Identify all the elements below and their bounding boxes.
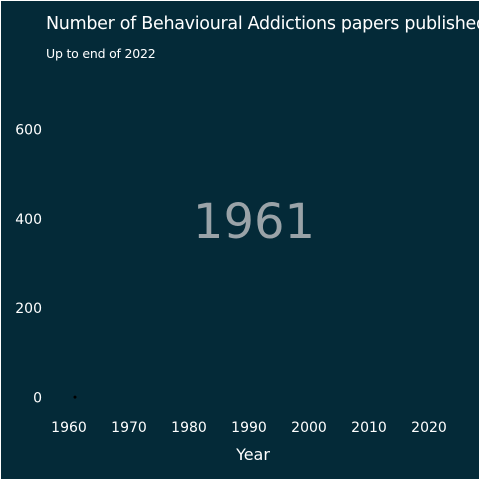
y-tick-label: 400	[15, 212, 42, 228]
y-axis-ticks: 0 200 400 600	[15, 123, 42, 407]
x-tick-label: 1980	[171, 420, 207, 436]
x-axis-label: Year	[235, 445, 270, 464]
y-tick-label: 200	[15, 301, 42, 317]
x-axis-ticks: 1960 1970 1980 1990 2000 2010 2020	[51, 420, 447, 436]
y-tick-label: 0	[33, 391, 42, 407]
x-tick-label: 1990	[231, 420, 267, 436]
x-tick-label: 2000	[291, 420, 327, 436]
data-point	[73, 395, 77, 399]
chart-title: Number of Behavioural Addictions papers …	[46, 14, 479, 34]
x-tick-label: 2010	[351, 420, 387, 436]
chart-subtitle: Up to end of 2022	[46, 46, 156, 61]
y-tick-label: 600	[15, 123, 42, 139]
data-points	[73, 395, 77, 399]
x-tick-label: 2020	[411, 420, 447, 436]
current-year-watermark: 1961	[193, 194, 315, 250]
x-tick-label: 1960	[51, 420, 87, 436]
x-tick-label: 1970	[111, 420, 147, 436]
